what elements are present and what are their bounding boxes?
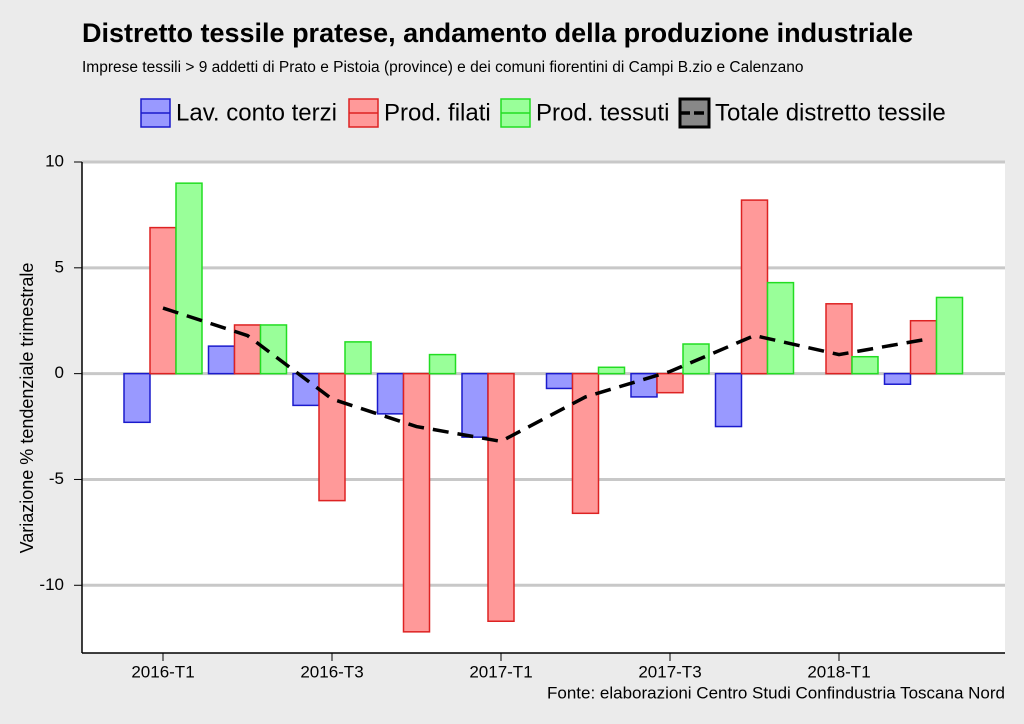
y-tick-label: -10	[39, 575, 64, 594]
bar	[376, 372, 405, 415]
bar	[207, 345, 236, 375]
bar	[597, 366, 626, 375]
bar	[318, 372, 346, 502]
legend-label: Prod. tessuti	[536, 99, 669, 126]
bar	[461, 372, 489, 438]
bar	[571, 372, 600, 515]
x-tick-label: 2016-T3	[300, 662, 363, 681]
bar	[766, 281, 795, 375]
bar	[825, 303, 853, 375]
bar	[175, 182, 203, 375]
bar	[883, 372, 912, 385]
line	[162, 306, 924, 444]
chart-title: Distretto tessile pratese, andamento del…	[82, 18, 913, 48]
bar	[123, 372, 151, 424]
plot-area	[82, 162, 1005, 653]
bar	[344, 341, 372, 375]
legend-label: Prod. filati	[384, 99, 491, 126]
bar	[935, 296, 964, 375]
bar	[402, 372, 431, 633]
bar	[545, 372, 574, 390]
bar	[714, 372, 743, 428]
bar	[851, 355, 879, 375]
legend-label: Lav. conto terzi	[176, 99, 337, 126]
y-tick-label: 0	[55, 363, 64, 382]
source-note: Fonte: elaborazioni Centro Studi Confind…	[547, 683, 1005, 702]
bar	[487, 372, 515, 623]
bar	[149, 226, 177, 375]
bar	[656, 372, 684, 394]
x-tick-label: 2018-T1	[807, 662, 870, 681]
x-tick-label: 2017-T3	[638, 662, 701, 681]
legend-label: Totale distretto tessile	[715, 99, 946, 126]
x-tick-label: 2017-T1	[469, 662, 532, 681]
y-tick-label: -5	[49, 469, 64, 488]
bar	[740, 199, 769, 375]
bar	[909, 319, 938, 375]
y-axis-label: Variazione % tendenziale trimestrale	[17, 263, 37, 554]
y-tick-label: 5	[55, 257, 64, 276]
x-tick-label: 2016-T1	[131, 662, 194, 681]
bar	[428, 353, 457, 375]
y-tick-label: 10	[45, 151, 64, 170]
chart-subtitle: Imprese tessili > 9 addetti di Prato e P…	[82, 59, 804, 76]
